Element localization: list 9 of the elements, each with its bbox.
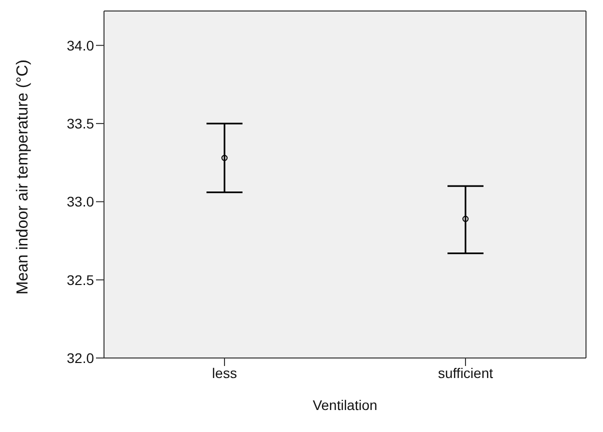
x-axis-title: Ventilation [312, 397, 378, 413]
x-tick-label: sufficient [438, 364, 494, 381]
y-tick-label: 32.5 [66, 272, 94, 288]
y-tick-label: 33.0 [66, 194, 94, 210]
y-tick-label: 34.0 [66, 37, 94, 54]
y-tick-label: 32.0 [66, 350, 94, 366]
x-tick-label: less [212, 364, 237, 381]
y-axis-title: Mean indoor air temperature (°C) [14, 60, 32, 294]
y-tick-label: 33.5 [66, 116, 94, 132]
